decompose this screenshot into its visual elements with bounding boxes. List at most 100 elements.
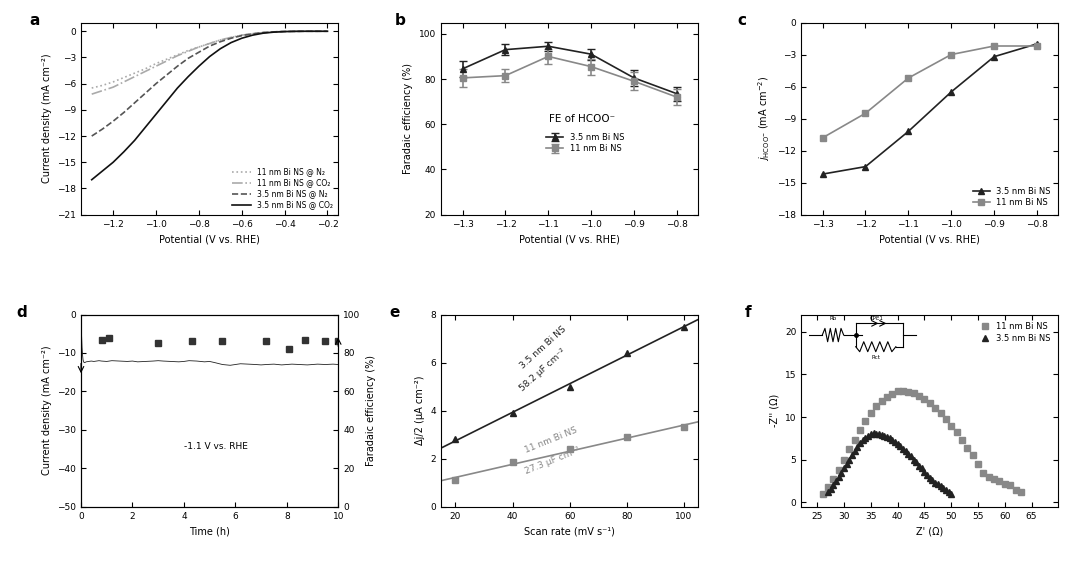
Text: 27.3 μF cm⁻²: 27.3 μF cm⁻² [524,446,581,476]
Legend: 3.5 nm Bi NS, 11 nm Bi NS: 3.5 nm Bi NS, 11 nm Bi NS [543,129,627,157]
11 nm Bi NS [918,396,931,403]
11 nm Bi NS [993,477,1005,484]
11 nm Bi NS [961,444,974,451]
11 nm Bi NS [896,388,909,395]
3.5 nm Bi NS [875,432,888,439]
11 nm Bi NS [987,43,1000,50]
Text: c: c [737,13,746,28]
Text: f: f [744,305,752,320]
11 nm Bi NS [859,418,872,425]
3.5 nm Bi NS [900,448,913,454]
3.5 nm Bi NS [902,128,915,135]
11 nm Bi NS [923,399,936,406]
11 nm Bi NS [945,51,958,58]
11 nm Bi NS [816,490,829,497]
3.5 nm Bi NS [910,459,923,466]
Text: 3.5 nm Bi NS: 3.5 nm Bi NS [518,324,568,370]
X-axis label: Time (h): Time (h) [189,526,230,536]
3.5 nm Bi NS [987,53,1000,60]
11 nm Bi NS [998,480,1011,487]
11 nm Bi NS [875,397,888,404]
11 nm Bi NS [956,437,969,444]
3.5 nm Bi NS [907,457,920,463]
3.5 nm Bi NS [923,474,936,481]
11 nm Bi NS [902,389,915,396]
11 nm Bi NS [869,403,882,409]
Text: b: b [395,13,406,28]
11 nm Bi NS [1009,486,1022,493]
X-axis label: Potential (V vs. RHE): Potential (V vs. RHE) [159,234,260,244]
3.5 nm Bi NS [934,483,947,490]
3.5 nm Bi NS [883,435,896,442]
Y-axis label: Faradaic efficiency (%): Faradaic efficiency (%) [366,355,376,466]
Text: d: d [16,305,27,320]
Legend: 11 nm Bi NS @ N₂, 11 nm Bi NS @ CO₂, 3.5 nm Bi NS @ N₂, 3.5 nm Bi NS @ CO₂: 11 nm Bi NS @ N₂, 11 nm Bi NS @ CO₂, 3.5… [230,166,335,211]
11 nm Bi NS [886,391,899,397]
3.5 nm Bi NS [920,472,933,479]
3.5 nm Bi NS [862,432,875,439]
11 nm Bi NS [838,457,851,463]
X-axis label: Scan rate (mV s⁻¹): Scan rate (mV s⁻¹) [524,526,616,536]
11 nm Bi NS [816,135,829,141]
11 nm Bi NS [864,409,877,416]
3.5 nm Bi NS [838,465,851,472]
11 nm Bi NS [977,469,990,476]
3.5 nm Bi NS [867,430,880,437]
Text: -1.1 V vs. RHE: -1.1 V vs. RHE [184,442,247,451]
3.5 nm Bi NS [856,437,869,444]
3.5 nm Bi NS [816,171,829,177]
3.5 nm Bi NS [940,486,953,493]
11 nm Bi NS [1030,43,1043,50]
11 nm Bi NS [967,452,980,459]
Line: 3.5 nm Bi NS: 3.5 nm Bi NS [825,431,954,497]
Legend: 3.5 nm Bi NS, 11 nm Bi NS: 3.5 nm Bi NS, 11 nm Bi NS [970,184,1054,211]
3.5 nm Bi NS [894,443,907,449]
Y-axis label: $j_{\mathrm{HCOO}^{-}}$ (mA cm$^{-2}$): $j_{\mathrm{HCOO}^{-}}$ (mA cm$^{-2}$) [756,76,772,162]
3.5 nm Bi NS [880,434,893,440]
Line: 11 nm Bi NS: 11 nm Bi NS [820,388,1024,497]
Legend: 11 nm Bi NS, 3.5 nm Bi NS: 11 nm Bi NS, 3.5 nm Bi NS [976,319,1054,346]
3.5 nm Bi NS [915,465,928,472]
3.5 nm Bi NS [840,461,853,467]
11 nm Bi NS [934,409,947,416]
11 nm Bi NS [822,484,835,490]
11 nm Bi NS [987,475,1000,482]
3.5 nm Bi NS [891,440,904,447]
3.5 nm Bi NS [859,163,872,170]
3.5 nm Bi NS [931,481,944,488]
Line: 3.5 nm Bi NS: 3.5 nm Bi NS [819,41,1040,177]
11 nm Bi NS [827,475,840,482]
3.5 nm Bi NS [829,477,842,484]
Y-axis label: Current density (mA cm⁻²): Current density (mA cm⁻²) [42,346,52,475]
3.5 nm Bi NS [833,473,846,480]
11 nm Bi NS [891,388,904,395]
Text: 58.2 μF cm⁻²: 58.2 μF cm⁻² [518,347,568,394]
11 nm Bi NS [880,393,893,400]
3.5 nm Bi NS [864,431,877,437]
Text: e: e [390,305,400,320]
3.5 nm Bi NS [945,490,958,497]
3.5 nm Bi NS [929,480,942,486]
11 nm Bi NS [848,437,861,444]
Text: a: a [29,13,40,28]
Text: 11 nm Bi NS: 11 nm Bi NS [524,426,579,455]
3.5 nm Bi NS [926,477,939,484]
3.5 nm Bi NS [936,485,949,491]
3.5 nm Bi NS [889,439,902,445]
Line: 11 nm Bi NS: 11 nm Bi NS [819,43,1040,141]
X-axis label: Potential (V vs. RHE): Potential (V vs. RHE) [879,234,981,244]
11 nm Bi NS [907,390,920,396]
3.5 nm Bi NS [918,468,931,475]
11 nm Bi NS [1003,482,1016,489]
11 nm Bi NS [982,473,995,480]
Y-axis label: Faradaic efficiency (%): Faradaic efficiency (%) [404,63,414,174]
3.5 nm Bi NS [835,469,848,476]
11 nm Bi NS [842,446,855,453]
3.5 nm Bi NS [851,444,864,450]
3.5 nm Bi NS [1030,41,1043,47]
3.5 nm Bi NS [859,434,872,441]
11 nm Bi NS [950,429,963,436]
3.5 nm Bi NS [842,457,855,463]
3.5 nm Bi NS [822,489,835,495]
3.5 nm Bi NS [846,452,859,459]
